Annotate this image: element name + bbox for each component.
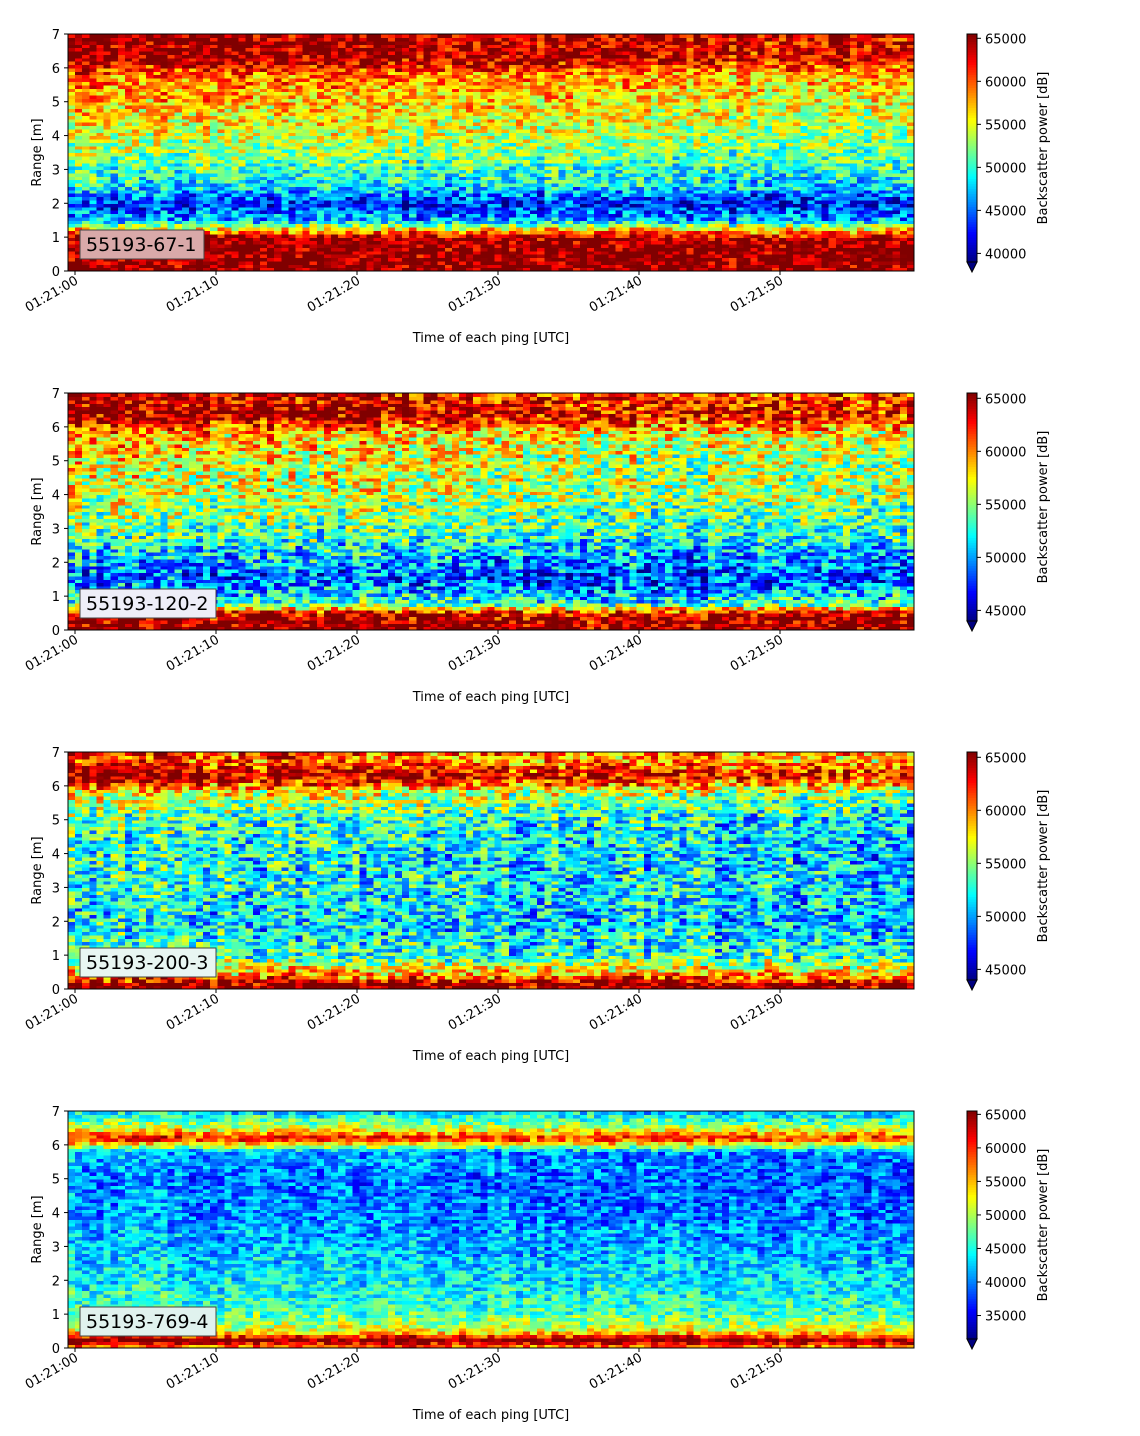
heatmap-cell bbox=[118, 34, 126, 38]
heatmap-cell bbox=[445, 34, 453, 38]
heatmap-cell bbox=[423, 34, 431, 38]
heatmap-cell bbox=[431, 34, 439, 38]
heatmap-cell bbox=[381, 34, 389, 38]
heatmap-cell bbox=[168, 34, 176, 38]
heatmap-cell bbox=[452, 34, 460, 38]
heatmap-cell bbox=[310, 34, 318, 38]
heatmap-cell bbox=[175, 34, 183, 38]
heatmap-cell bbox=[338, 34, 346, 38]
heatmap-cell bbox=[260, 34, 268, 38]
heatmap-cell bbox=[288, 34, 296, 38]
heatmap-cell bbox=[75, 34, 83, 38]
heatmap-cell bbox=[68, 34, 76, 38]
heatmap-cell bbox=[111, 34, 119, 38]
heatmap-cell bbox=[324, 34, 332, 38]
heatmap-cell bbox=[317, 34, 325, 38]
heatmap-cell bbox=[345, 34, 353, 38]
heatmap-cell bbox=[402, 34, 410, 38]
heatmap-cell bbox=[139, 34, 147, 38]
heatmap-cell bbox=[153, 34, 161, 38]
heatmap-cell bbox=[409, 34, 417, 38]
heatmap-cell bbox=[232, 34, 240, 38]
heatmap-cell bbox=[438, 34, 446, 38]
heatmap-cell bbox=[224, 34, 232, 38]
heatmap-cell bbox=[189, 34, 197, 38]
heatmap-cell bbox=[303, 34, 311, 38]
heatmap-cell bbox=[125, 34, 133, 38]
heatmap-cell bbox=[352, 34, 360, 38]
heatmap-cell bbox=[388, 34, 396, 38]
heatmap-cell bbox=[416, 34, 424, 38]
heatmap-cell bbox=[395, 34, 403, 38]
heatmap-cell bbox=[374, 34, 382, 38]
heatmap-cell bbox=[331, 34, 339, 38]
heatmap-cell bbox=[359, 34, 367, 38]
heatmap-cell bbox=[296, 34, 304, 38]
heatmap-cell bbox=[196, 34, 204, 38]
heatmap-cell bbox=[89, 34, 97, 38]
heatmap-cell bbox=[82, 34, 90, 38]
heatmap-cell bbox=[203, 34, 211, 38]
heatmap-cell bbox=[253, 34, 261, 38]
heatmap-cell bbox=[96, 34, 104, 38]
heatmap-cell bbox=[217, 34, 225, 38]
heatmap-cell bbox=[281, 34, 289, 38]
heatmap-cell bbox=[160, 34, 168, 38]
heatmap-cell bbox=[210, 34, 218, 38]
heatmap-cell bbox=[239, 34, 247, 38]
heatmap-cell bbox=[274, 34, 282, 38]
heatmap-cell bbox=[132, 34, 140, 38]
heatmap-cell bbox=[146, 34, 154, 38]
heatmap-cell bbox=[246, 34, 254, 38]
heatmap-cell bbox=[267, 34, 275, 38]
heatmap-cell bbox=[104, 34, 112, 38]
heatmap-cell bbox=[367, 34, 375, 38]
heatmap-cell bbox=[182, 34, 190, 38]
